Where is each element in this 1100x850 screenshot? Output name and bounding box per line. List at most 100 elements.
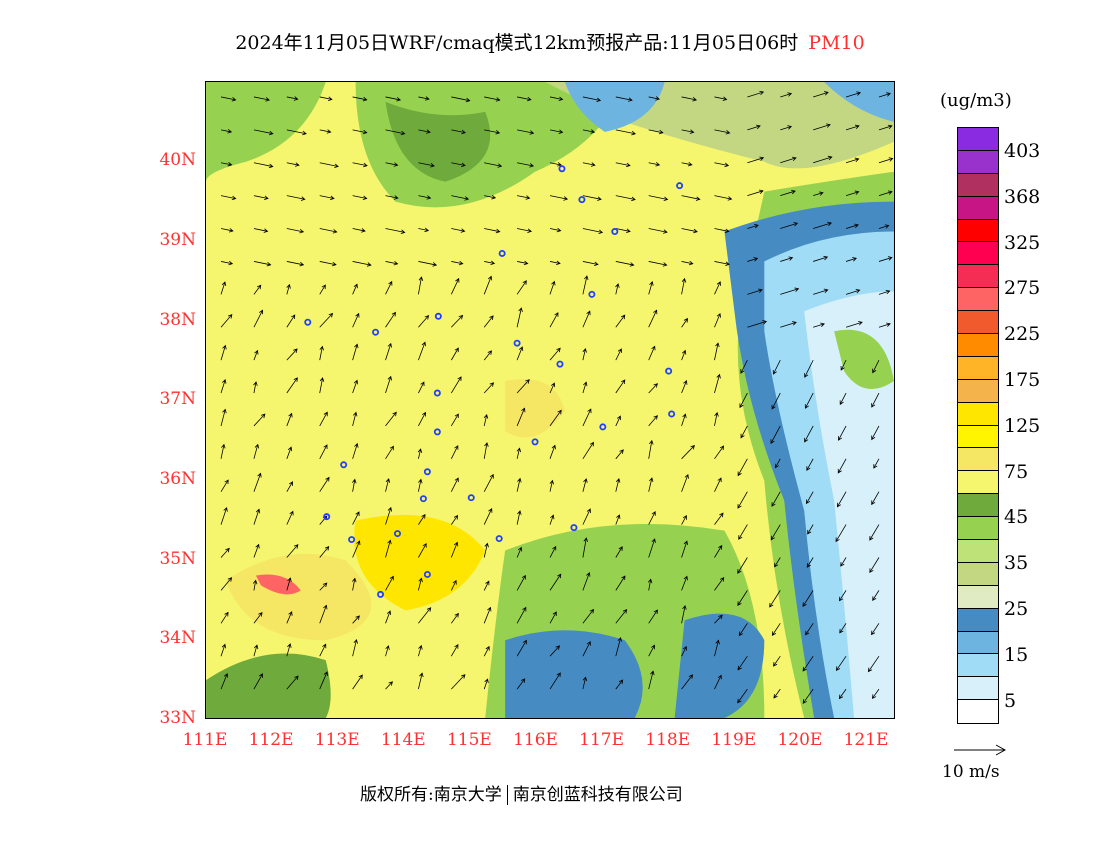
wind-arrow — [845, 190, 860, 197]
wind-arrow — [484, 129, 501, 135]
wind-arrow — [253, 508, 261, 525]
wind-arrow — [681, 514, 687, 525]
color-swatch — [958, 517, 998, 541]
wind-arrow — [319, 162, 339, 169]
wind-arrow — [867, 655, 880, 673]
wind-arrow — [582, 162, 596, 167]
wind-arrow — [319, 444, 328, 460]
wind-arrow — [648, 345, 656, 361]
wind-arrow — [418, 513, 426, 525]
legend-label: 175 — [1004, 369, 1041, 391]
color-swatch — [958, 265, 998, 289]
wind-arrow — [516, 639, 527, 657]
wind-arrow — [483, 350, 493, 361]
wind-arrow — [780, 321, 797, 328]
wind-arrow — [450, 445, 459, 459]
wind-arrow — [681, 413, 687, 427]
wind-arrow — [352, 343, 359, 361]
wind-arrow — [813, 91, 829, 98]
wind-arrow — [714, 411, 719, 426]
wind-arrow — [220, 228, 234, 233]
wind-arrow — [286, 283, 291, 295]
wind-arrow — [582, 408, 592, 427]
wind-arrow — [648, 644, 655, 657]
wind-arrow — [813, 191, 824, 197]
wind-arrow — [739, 392, 748, 409]
wind-arrow — [813, 123, 831, 131]
wind-arrow — [615, 609, 628, 624]
lat-label: 34N — [159, 628, 196, 649]
wind-arrow — [220, 260, 234, 266]
wind-arrow — [319, 228, 338, 234]
wind-arrow — [780, 125, 793, 131]
wind-arrow — [517, 96, 532, 102]
wind-arrow — [418, 261, 438, 267]
wind-arrow — [451, 314, 464, 328]
city-marker — [588, 290, 596, 298]
city-marker — [611, 228, 619, 236]
wind-arrow — [319, 377, 325, 394]
wind-arrow — [681, 674, 694, 690]
wind-arrow — [418, 195, 432, 200]
wind-arrow — [648, 129, 664, 135]
wind-arrow — [286, 643, 292, 657]
wind-arrow — [582, 228, 604, 235]
wind-arrow — [516, 546, 523, 558]
wind-arrow — [582, 537, 588, 558]
wind-arrow — [737, 688, 748, 704]
wind-arrow — [418, 577, 423, 591]
wind-arrow — [220, 611, 229, 624]
wind-arrow — [747, 124, 761, 131]
wind-arrow — [615, 129, 637, 136]
lon-label: 115E — [446, 730, 492, 750]
wind-arrow — [450, 477, 459, 492]
wind-arrow — [582, 310, 591, 328]
wind-arrow — [385, 96, 402, 102]
wind-arrow — [286, 577, 292, 591]
wind-arrow — [771, 491, 781, 507]
wind-arrow — [549, 382, 556, 394]
city-marker — [433, 428, 441, 436]
wind-arrow — [220, 344, 227, 361]
wind-arrow — [352, 312, 360, 328]
wind-arrow — [845, 257, 857, 262]
wind-arrow — [838, 688, 847, 700]
color-swatch — [958, 585, 998, 609]
wind-arrow — [648, 195, 669, 202]
wind-arrow — [714, 674, 722, 690]
wind-arrow — [517, 260, 529, 266]
wind-arrow — [286, 314, 296, 328]
city-marker — [558, 165, 566, 173]
wind-arrow — [319, 643, 327, 657]
wind-arrow — [352, 96, 368, 102]
wind-arrow — [418, 276, 424, 295]
lon-label: 118E — [645, 730, 691, 750]
wind-arrow — [549, 312, 559, 328]
wind-arrow — [780, 156, 797, 164]
wind-arrow — [845, 288, 861, 295]
color-swatch — [958, 288, 998, 312]
wind-arrow — [835, 524, 847, 543]
wind-arrow — [483, 606, 492, 624]
wind-arrow — [615, 679, 624, 690]
wind-arrow — [615, 449, 624, 460]
wind-arrow — [714, 129, 731, 135]
wind-arrow — [319, 284, 326, 295]
wind-arrow — [681, 605, 687, 624]
wind-arrow — [220, 379, 227, 394]
wind-arrow — [845, 223, 859, 229]
color-bar — [957, 127, 999, 725]
wind-arrow — [615, 283, 620, 295]
wind-arrow — [385, 260, 399, 266]
wind-arrow — [451, 129, 466, 135]
copyright-footer: 版权所有:南京大学 南京创蓝科技有限公司 — [360, 780, 688, 805]
wind-arrow — [813, 255, 829, 262]
wind-arrow — [516, 346, 524, 361]
wind-arrow — [872, 359, 880, 374]
wind-arrow — [253, 413, 266, 427]
wind-arrow — [385, 645, 390, 657]
wind-arrow — [681, 96, 698, 102]
wind-arrow — [737, 491, 748, 509]
lon-label: 114E — [380, 730, 426, 750]
wind-arrow — [517, 195, 531, 200]
